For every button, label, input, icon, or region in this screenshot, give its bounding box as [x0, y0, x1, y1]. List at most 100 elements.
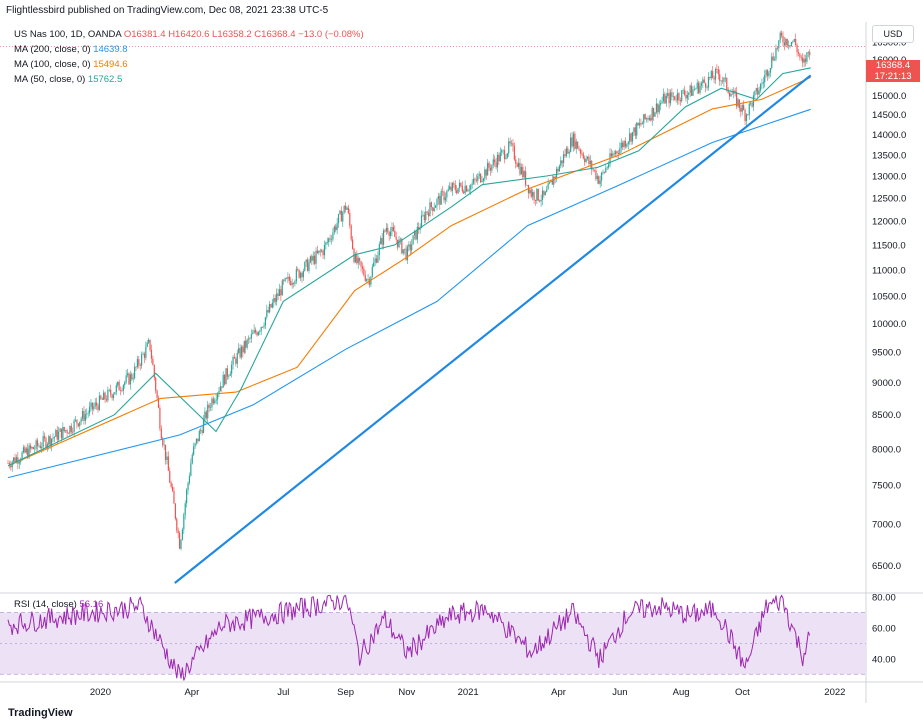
- candle-body: [323, 244, 326, 256]
- candle-body: [440, 191, 442, 205]
- candle-body: [146, 342, 148, 347]
- candle-body: [191, 454, 193, 464]
- candle-body: [581, 153, 583, 155]
- price-tick-label: 11000.0: [872, 265, 906, 276]
- candle-body: [253, 329, 255, 334]
- time-tick-label: Jul: [277, 687, 289, 698]
- candle-body: [599, 180, 601, 184]
- candle-body: [713, 78, 715, 80]
- candle-body: [103, 392, 105, 400]
- candle-body: [392, 227, 394, 231]
- candle-body: [423, 214, 425, 221]
- candle-body: [339, 210, 341, 215]
- candle-body: [650, 117, 652, 121]
- price-tick-label: 6500.0: [872, 561, 901, 572]
- candle-body: [391, 227, 393, 232]
- candle-body: [458, 182, 461, 188]
- candle-body: [779, 32, 781, 41]
- candle-body: [184, 503, 186, 515]
- candle-body: [363, 268, 365, 276]
- candle-body: [312, 255, 314, 261]
- candle-body: [319, 250, 321, 252]
- currency-selector[interactable]: USD: [872, 25, 914, 43]
- candle-body: [551, 179, 553, 185]
- candle-body: [294, 281, 296, 285]
- candle-body: [22, 447, 25, 453]
- candle-body: [29, 445, 32, 449]
- candle-body: [487, 162, 489, 176]
- candle-body: [209, 407, 212, 409]
- candle-body: [755, 88, 757, 92]
- candle-body: [727, 89, 729, 93]
- candle-body: [754, 91, 756, 96]
- time-tick-label: Sep: [337, 687, 354, 698]
- candle-body: [187, 482, 189, 491]
- candle-body: [270, 304, 272, 308]
- candle-body: [398, 239, 400, 248]
- candle-body: [442, 191, 444, 192]
- candle-body: [190, 463, 192, 476]
- candle-body: [56, 430, 58, 440]
- candle-body: [138, 359, 140, 366]
- candle-body: [136, 359, 139, 367]
- candle-body: [340, 210, 342, 222]
- candle-body: [660, 103, 662, 105]
- candle-body: [758, 90, 760, 95]
- candle-body: [193, 446, 195, 455]
- candle-body: [211, 398, 213, 408]
- candle-body: [411, 244, 413, 251]
- candle-body: [802, 57, 804, 63]
- candle-body: [81, 411, 84, 419]
- candle-body: [290, 280, 292, 286]
- candle-body: [39, 445, 41, 449]
- candle-body: [65, 430, 67, 431]
- candle-body: [710, 71, 712, 79]
- candle-body: [260, 326, 262, 332]
- tradingview-logo: TradingView: [8, 707, 73, 719]
- candle-body: [653, 107, 655, 117]
- candle-body: [654, 112, 656, 117]
- candle-body: [318, 250, 320, 253]
- price-tick-label: 9500.0: [872, 348, 901, 359]
- price-tick-label: 8000.0: [872, 444, 901, 455]
- candle-body: [291, 283, 293, 286]
- candle-body: [80, 418, 82, 422]
- candle-body: [679, 100, 681, 102]
- candle-body: [174, 503, 176, 519]
- candle-body: [145, 346, 147, 358]
- candle-body: [269, 304, 271, 313]
- candle-body: [461, 185, 463, 192]
- candle-body: [218, 391, 220, 394]
- candle-body: [87, 413, 89, 414]
- candle-body: [201, 430, 203, 433]
- candle-body: [368, 279, 371, 285]
- candle-body: [578, 148, 580, 150]
- candle-body: [468, 189, 470, 191]
- candle-body: [222, 374, 224, 388]
- candle-body: [38, 445, 40, 447]
- publisher-bar: Flightlessbird published on TradingView.…: [0, 0, 923, 22]
- candle-body: [198, 430, 200, 442]
- candle-body: [750, 102, 752, 104]
- candle-body: [126, 373, 129, 376]
- candle-body: [698, 82, 700, 93]
- candle-body: [395, 237, 397, 240]
- candle-body: [229, 373, 231, 376]
- candle-body: [302, 270, 304, 278]
- candle-body: [48, 436, 50, 445]
- candle-body: [25, 448, 27, 453]
- candle-body: [342, 212, 344, 222]
- candle-body: [600, 172, 603, 181]
- candle-body: [773, 59, 776, 61]
- candle-body: [454, 184, 456, 191]
- price-tick-label: 10500.0: [872, 292, 906, 303]
- candle-body: [464, 185, 466, 194]
- candle-body: [58, 431, 60, 440]
- candle-body: [349, 212, 351, 226]
- candle-body: [357, 258, 359, 264]
- candle-body: [719, 74, 721, 81]
- candle-body: [523, 171, 525, 178]
- candle-body: [259, 331, 261, 332]
- candle-body: [150, 349, 153, 359]
